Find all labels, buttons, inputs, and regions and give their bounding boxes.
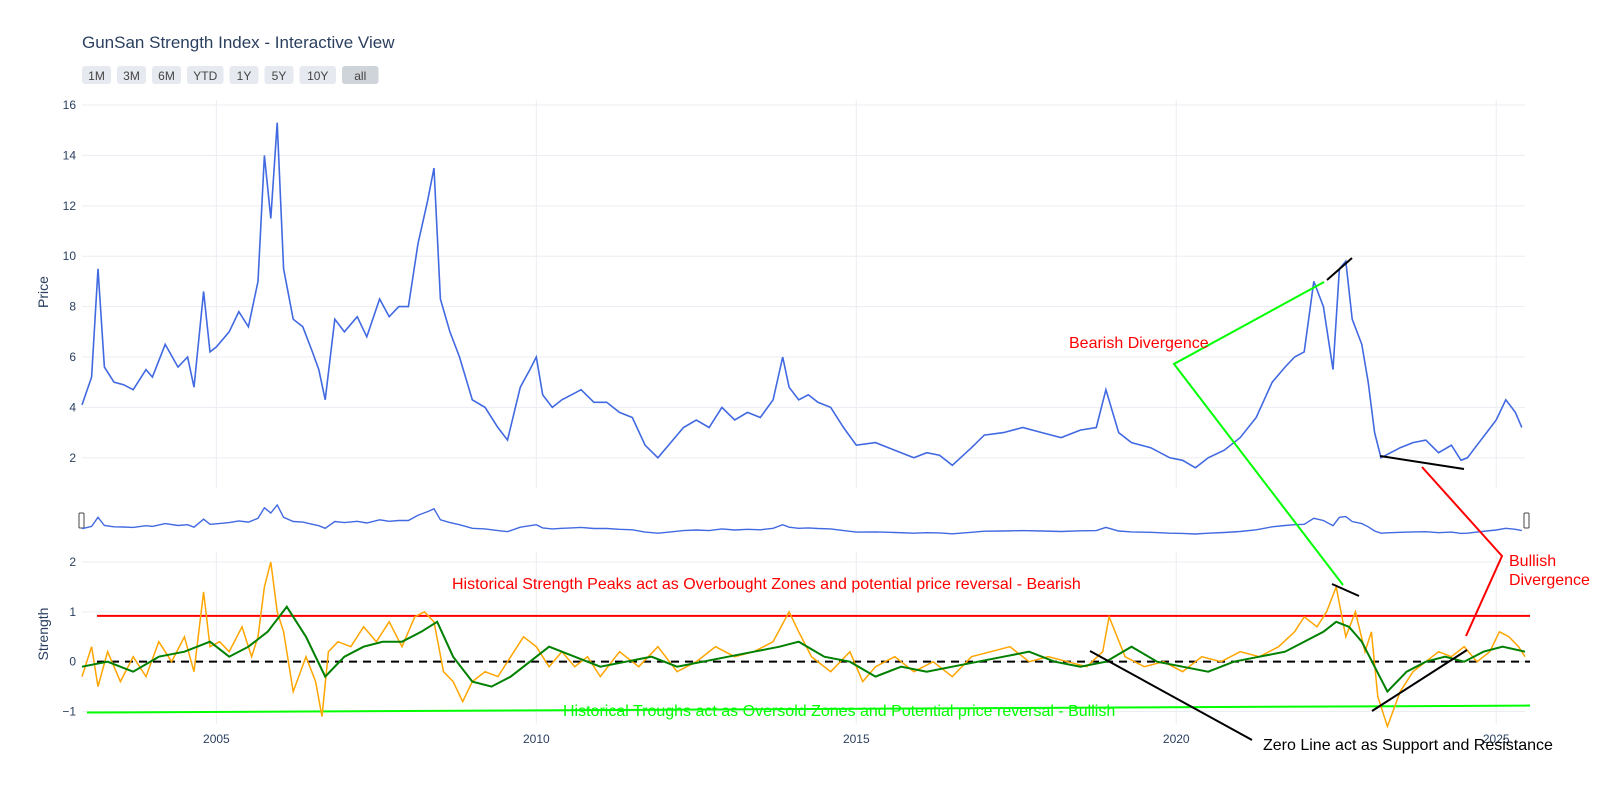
- price-axis-title: Price: [35, 276, 51, 308]
- x-tick-label: 2005: [203, 732, 230, 746]
- strength-y-ticks: −1 0 1 2: [62, 555, 76, 719]
- x-tick-label: 2015: [843, 732, 870, 746]
- range-button-3m[interactable]: 3M: [117, 66, 146, 84]
- price-y-tick-label: 8: [69, 300, 76, 314]
- overbought-label: Historical Strength Peaks act as Overbou…: [452, 576, 1081, 593]
- range-button-1y[interactable]: 1Y: [229, 66, 259, 84]
- range-button-6m[interactable]: 6M: [152, 66, 181, 84]
- range-button-all[interactable]: all: [342, 66, 379, 84]
- range-button-bg: [152, 66, 181, 84]
- annotation-shapes: [1089, 257, 1504, 741]
- range-button-ytd[interactable]: YTD: [187, 66, 224, 84]
- range-button-label: all: [354, 69, 366, 83]
- range-button-bg: [264, 66, 294, 84]
- price-y-tick-label: 2: [69, 451, 76, 465]
- range-slider-price-line: [81, 503, 1522, 535]
- strength-axis-title: Strength: [35, 608, 51, 661]
- range-button-label: 1M: [88, 69, 105, 83]
- range-button-label: 5Y: [272, 69, 287, 83]
- bullish-strength-trendline: [1371, 649, 1468, 712]
- x-tick-label: 2025: [1483, 732, 1510, 746]
- bullish-divergence-label-line1: Bullish: [1509, 553, 1556, 570]
- range-button-10y[interactable]: 10Y: [299, 66, 337, 84]
- bearish-price-trendline: [1326, 257, 1353, 281]
- bearish-divergence-arrow: [1172, 281, 1344, 586]
- strength-y-tick-label: 0: [69, 655, 76, 669]
- range-button-bg: [117, 66, 146, 84]
- bullish-divergence-arrow: [1421, 466, 1504, 637]
- oversold-label: Historical Troughs act as Oversold Zones…: [563, 703, 1115, 720]
- range-slider[interactable]: [78, 503, 1530, 535]
- price-y-tick-label: 14: [63, 148, 77, 162]
- strength-y-tick-label: 2: [69, 555, 76, 569]
- oversold-line: [86, 704, 1531, 714]
- chart-title: GunSan Strength Index - Interactive View: [82, 33, 395, 52]
- range-slider-left-handle[interactable]: [78, 512, 85, 529]
- bullish-divergence-label-line2: Divergence: [1509, 572, 1590, 589]
- strength-smoothed-line: [81, 605, 1526, 694]
- x-tick-label: 2010: [523, 732, 550, 746]
- price-grid: [82, 100, 1525, 488]
- range-button-label: 3M: [123, 69, 140, 83]
- range-button-bg: [82, 66, 111, 84]
- price-y-tick-label: 10: [63, 249, 77, 263]
- range-selector: 1M 3M 6M YTD 1Y 5Y 10Y all: [82, 66, 379, 84]
- x-tick-label: 2020: [1163, 732, 1190, 746]
- range-button-bg: [299, 66, 336, 84]
- range-button-1m[interactable]: 1M: [82, 66, 111, 84]
- strength-y-tick-label: −1: [62, 705, 76, 719]
- price-y-tick-label: 6: [69, 350, 76, 364]
- price-y-tick-label: 16: [63, 98, 77, 112]
- price-y-tick-label: 12: [63, 199, 77, 213]
- zero-line-label: Zero Line act as Support and Resistance: [1263, 737, 1553, 754]
- range-button-bg: [229, 66, 259, 84]
- strength-y-tick-label: 1: [69, 605, 76, 619]
- range-button-label: 1Y: [237, 69, 252, 83]
- zero-line-callout: [1089, 650, 1253, 741]
- bearish-divergence-label: Bearish Divergence: [1069, 335, 1209, 352]
- x-axis-ticks: 2005 2010 2015 2020 2025: [203, 732, 1510, 746]
- range-button-label: 10Y: [307, 69, 328, 83]
- strength-line: [81, 561, 1526, 729]
- range-button-bg: [342, 66, 379, 84]
- range-button-label: 6M: [158, 69, 175, 83]
- price-y-ticks: 2 4 6 8 10 12 14 16: [63, 98, 77, 465]
- range-button-label: YTD: [193, 69, 217, 83]
- bullish-price-trendline: [1379, 455, 1465, 470]
- range-slider-right-handle[interactable]: [1523, 512, 1530, 529]
- bearish-strength-trendline: [1331, 583, 1360, 597]
- price-y-tick-label: 4: [69, 400, 76, 414]
- range-button-bg: [187, 66, 224, 84]
- price-line: [81, 122, 1523, 469]
- range-button-5y[interactable]: 5Y: [264, 66, 294, 84]
